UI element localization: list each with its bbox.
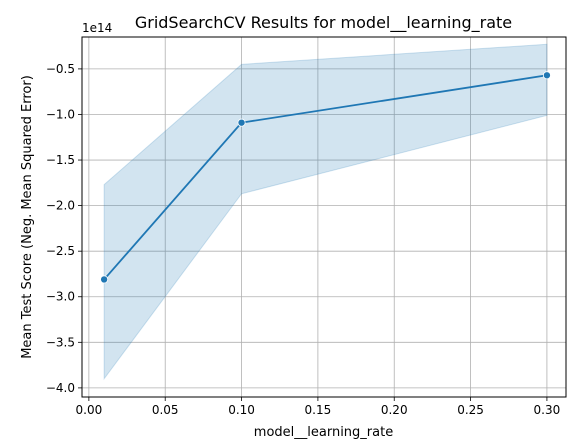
data-point	[542, 71, 551, 80]
x-tick-label: 0.30	[534, 403, 561, 417]
chart-title: GridSearchCV Results for model__learning…	[135, 13, 512, 33]
y-tick-label: −1.5	[46, 153, 75, 167]
y-axis-ticks: −4.0 −3.5 −3.0 −2.5 −2.0 −1.5 −1.0 −0.5	[46, 62, 82, 395]
y-tick-label: −1.0	[46, 107, 75, 121]
y-tick-label: −4.0	[46, 381, 75, 395]
y-tick-label: −2.5	[46, 244, 75, 258]
x-axis-ticks: 0.00 0.05 0.10 0.15 0.20 0.25 0.30	[76, 397, 561, 417]
x-axis-title: model__learning_rate	[254, 425, 393, 440]
x-tick-label: 0.10	[228, 403, 255, 417]
series-points	[100, 71, 551, 284]
y-axis-offset-label: 1e14	[82, 21, 112, 35]
grid-lines	[82, 37, 566, 397]
confidence-bands	[103, 43, 548, 381]
data-point	[100, 275, 109, 284]
y-tick-label: −0.5	[46, 62, 75, 76]
y-axis-title: Mean Test Score (Neg. Mean Squared Error…	[20, 75, 35, 359]
data-point	[237, 118, 246, 127]
x-tick-label: 0.00	[76, 403, 103, 417]
plot-frame	[81, 36, 567, 398]
x-tick-label: 0.20	[381, 403, 408, 417]
y-tick-label: −3.5	[46, 335, 75, 349]
x-tick-label: 0.15	[305, 403, 332, 417]
x-tick-label: 0.25	[457, 403, 484, 417]
y-tick-label: −2.0	[46, 199, 75, 213]
x-tick-label: 0.05	[152, 403, 179, 417]
confidence-band	[103, 43, 548, 381]
y-tick-label: −3.0	[46, 290, 75, 304]
